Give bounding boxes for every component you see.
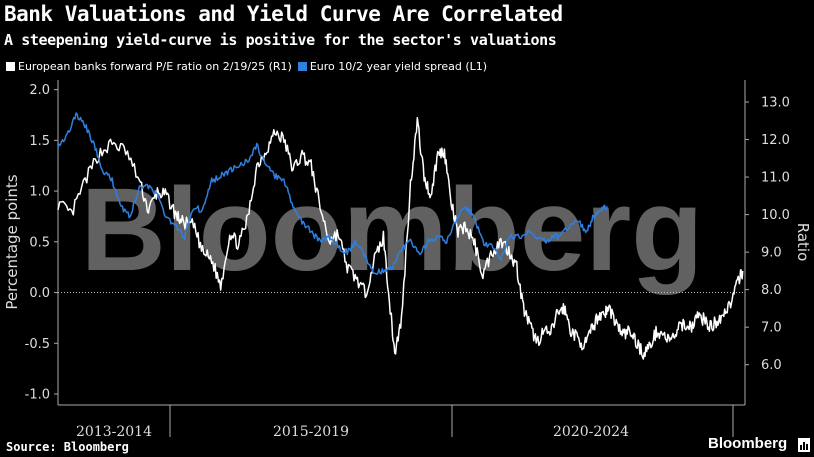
left-tick-label: 0.0	[29, 286, 50, 301]
legend-label-spread: Euro 10/2 year yield spread (L1)	[309, 60, 488, 73]
right-tick-label: 8.0	[761, 283, 782, 298]
right-tick-label: 10.0	[761, 208, 790, 223]
right-tick-label: 6.0	[761, 358, 782, 373]
bloomberg-logo-text: Bloomberg	[708, 435, 788, 452]
right-tick-label: 7.0	[761, 321, 782, 336]
right-tick-label: 9.0	[761, 246, 782, 261]
left-tick-label: 1.0	[29, 185, 50, 200]
right-tick-label: 11.0	[761, 171, 790, 186]
chart-title: Bank Valuations and Yield Curve Are Corr…	[4, 2, 563, 26]
right-axis-label: Ratio	[794, 223, 812, 262]
left-tick-label: 2.0	[29, 83, 50, 98]
legend-item-pe: European banks forward P/E ratio on 2/19…	[6, 60, 292, 73]
bloomberg-watermark: Bloomberg	[81, 164, 704, 296]
x-period-label: 2020-2024	[553, 424, 629, 440]
legend-swatch-white	[6, 62, 15, 71]
legend-item-spread: Euro 10/2 year yield spread (L1)	[297, 60, 488, 73]
right-tick-label: 13.0	[761, 96, 790, 111]
left-tick-label: 1.5	[29, 134, 50, 149]
bloomberg-logo-icon	[798, 438, 810, 452]
x-period-label: 2015-2019	[273, 424, 349, 440]
series-line-yield-spread	[57, 112, 608, 275]
series-line-pe-ratio	[57, 116, 744, 360]
x-period-label: 2013-2014	[76, 424, 152, 440]
left-axis-label: Percentage points	[3, 174, 21, 309]
right-tick-label: 12.0	[761, 133, 790, 148]
legend-label-pe: European banks forward P/E ratio on 2/19…	[18, 60, 292, 73]
legend: European banks forward P/E ratio on 2/19…	[6, 60, 493, 73]
legend-swatch-blue	[297, 62, 307, 71]
chart-subtitle: A steepening yield-curve is positive for…	[4, 31, 557, 49]
source-note: Source: Bloomberg	[6, 440, 129, 454]
left-tick-label: -0.5	[25, 337, 50, 352]
left-tick-label: -1.0	[25, 388, 50, 403]
left-tick-label: 0.5	[29, 235, 50, 250]
